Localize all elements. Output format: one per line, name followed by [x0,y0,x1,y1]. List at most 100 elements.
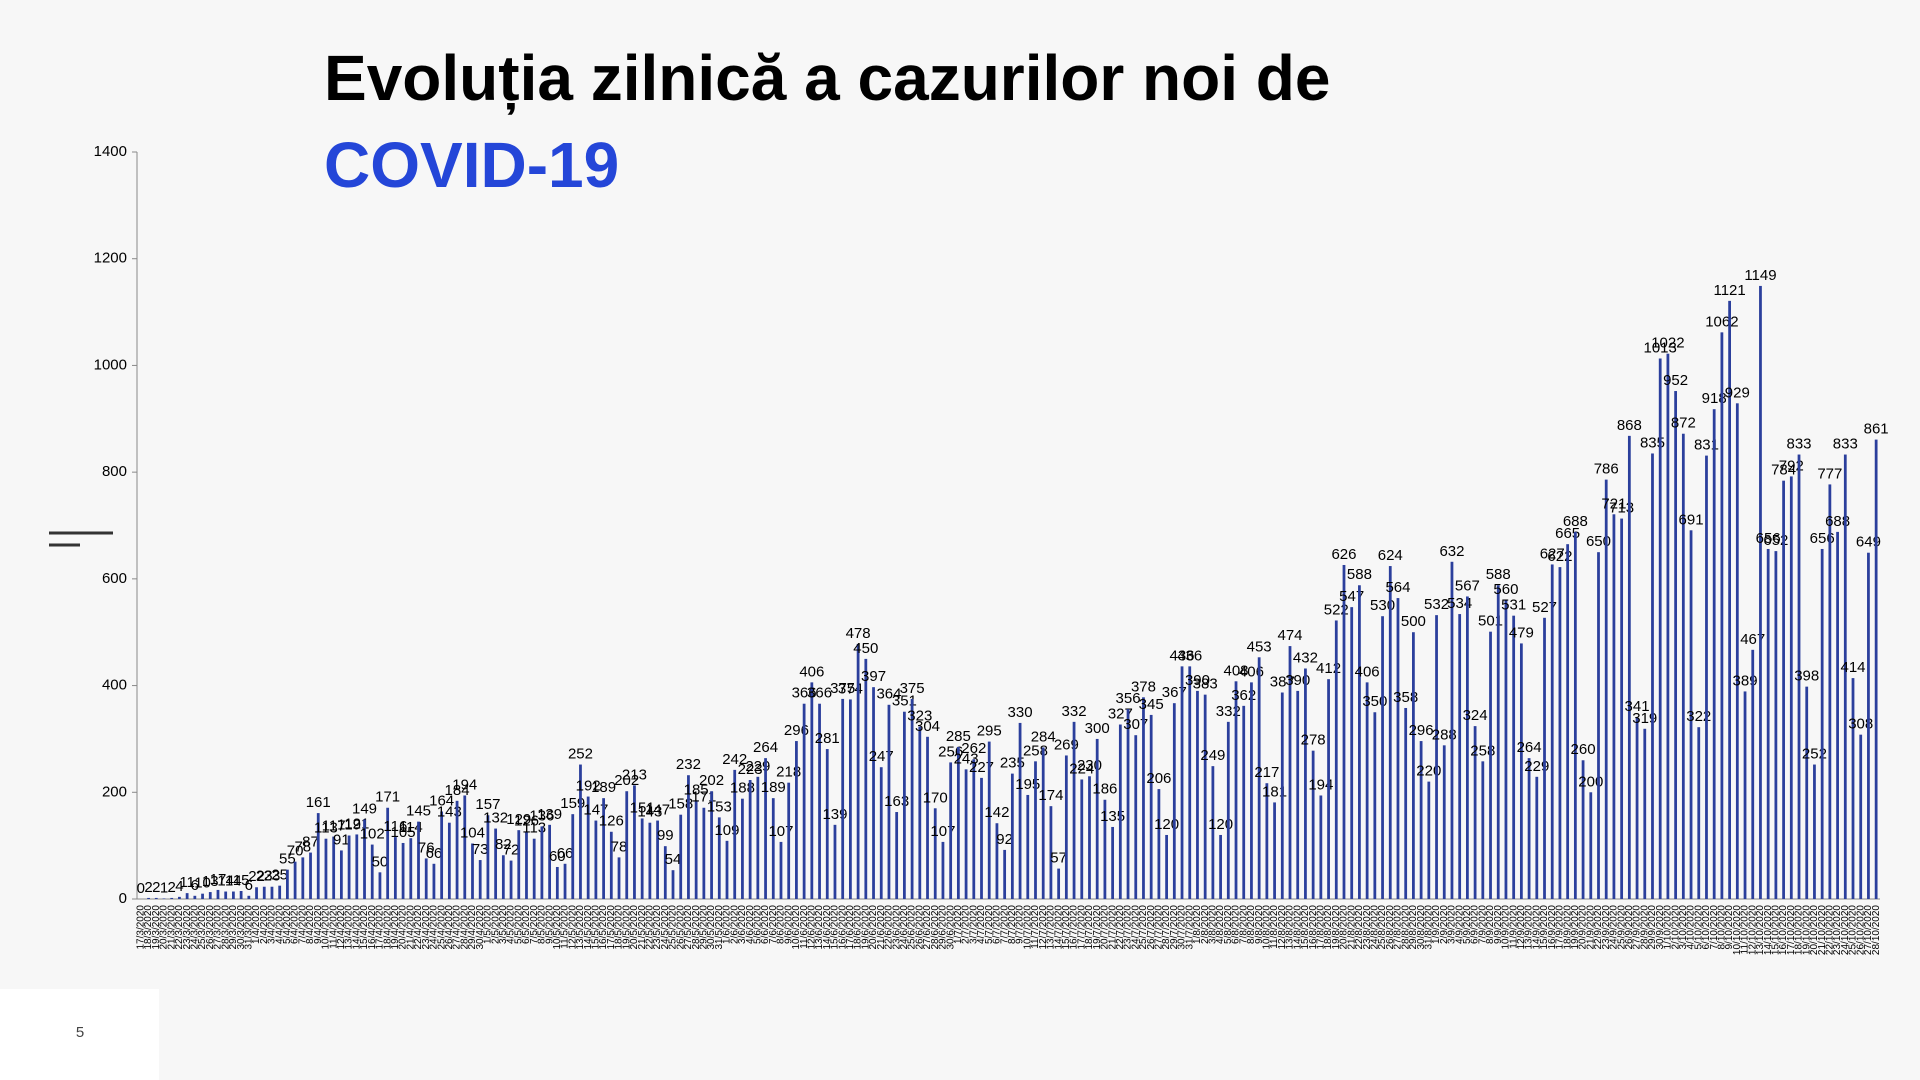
value-label: 531 [1501,597,1526,614]
bar [702,807,706,899]
bar [1843,454,1847,899]
bar [1813,764,1816,899]
x-tick-label: 23/4/2020 [421,905,432,950]
value-label: 792 [1779,457,1804,474]
value-label: 929 [1725,384,1750,401]
bar [748,780,752,899]
value-label: 350 [1362,693,1387,710]
value-label: 390 [1285,672,1310,689]
bar [1311,750,1315,899]
x-tick-label: 22/5/2020 [645,905,656,950]
bar [1874,439,1878,899]
bar [1867,552,1870,899]
x-tick-label: 28/4/2020 [459,905,470,950]
value-label: 319 [1632,710,1657,727]
bar [1620,518,1624,899]
bar [424,858,428,899]
x-tick-label: 24/3/2020 [189,905,200,950]
x-tick-label: 3/10/2020 [1678,905,1689,950]
bar [694,800,698,899]
bar [1766,548,1770,899]
bar [980,777,983,899]
value-label: 264 [1517,739,1542,756]
bar [856,643,860,899]
bar [1635,717,1639,899]
x-tick-label: 19/7/2020 [1092,905,1103,950]
x-tick-label: 16/5/2020 [598,905,609,950]
bar [347,835,351,899]
x-tick-label: 15/4/2020 [359,905,370,950]
bar [262,886,266,899]
value-label: 6 [191,877,199,894]
x-tick-label: 31/8/2020 [1423,905,1434,950]
value-label: 174 [1038,787,1063,804]
value-label: 218 [776,764,801,781]
bar [1242,705,1246,899]
y-tick-label: 0 [119,890,127,907]
x-tick-label: 6/7/2020 [992,905,1003,944]
x-tick-label: 1/4/2020 [251,905,262,944]
value-label: 351 [892,693,917,710]
x-tick-label: 13/9/2020 [1524,905,1535,950]
bar [1735,403,1739,899]
bar [956,746,960,899]
bar [733,769,737,899]
value-label: 6 [245,877,253,894]
bar [841,698,845,899]
bar [1720,332,1724,899]
bar [1697,727,1701,899]
x-tick-label: 22/8/2020 [1354,905,1365,950]
value-label: 192 [576,778,601,795]
bar [1034,761,1037,899]
bar [1851,678,1855,899]
x-tick-label: 29/7/2020 [1169,905,1180,950]
bar [1203,694,1207,899]
x-tick-label: 20/6/2020 [868,905,879,950]
value-label: 501 [1478,613,1503,630]
bar [1759,285,1762,900]
value-label: 688 [1825,513,1850,530]
value-label: 22 [248,868,265,885]
bar [316,813,320,899]
bar [1280,692,1284,899]
x-tick-label: 10/5/2020 [552,905,563,950]
value-label: 113 [522,820,546,837]
value-label: 139 [537,806,562,823]
value-label: 13 [202,873,219,890]
bar [671,870,675,899]
bar [1404,707,1408,899]
value-label: 194 [452,776,477,793]
value-label: 467 [1740,631,1765,648]
value-label: 163 [884,793,909,810]
bar [579,764,582,899]
x-tick-label: 31/5/2020 [714,905,725,950]
bar [1057,868,1061,899]
x-tick-label: 15/10/2020 [1771,905,1782,955]
bar [1836,531,1839,899]
bar [625,791,629,899]
value-label: 60 [549,848,566,865]
x-tick-label: 21/6/2020 [876,905,887,950]
value-label: 55 [279,851,296,868]
bar [1134,735,1138,899]
value-label: 786 [1594,461,1619,478]
value-label: 285 [946,728,971,745]
bar [1465,596,1469,899]
x-tick-label: 7/7/2020 [999,905,1010,944]
value-label: 560 [1493,581,1518,598]
x-tick-label: 28/8/2020 [1400,905,1411,950]
y-tick-label: 1200 [94,250,127,267]
value-label: 307 [1123,716,1148,733]
x-tick-label: 18/9/2020 [1562,905,1573,950]
bar [1003,849,1007,899]
bar [779,841,783,899]
bar [1442,745,1446,899]
value-label: 383 [1193,676,1218,693]
value-label: 195 [1015,776,1040,793]
bar [501,855,505,899]
value-label: 189 [761,779,786,796]
x-tick-label: 19/9/2020 [1570,905,1581,950]
x-tick-label: 10/6/2020 [791,905,802,950]
value-label: 113 [314,820,338,837]
